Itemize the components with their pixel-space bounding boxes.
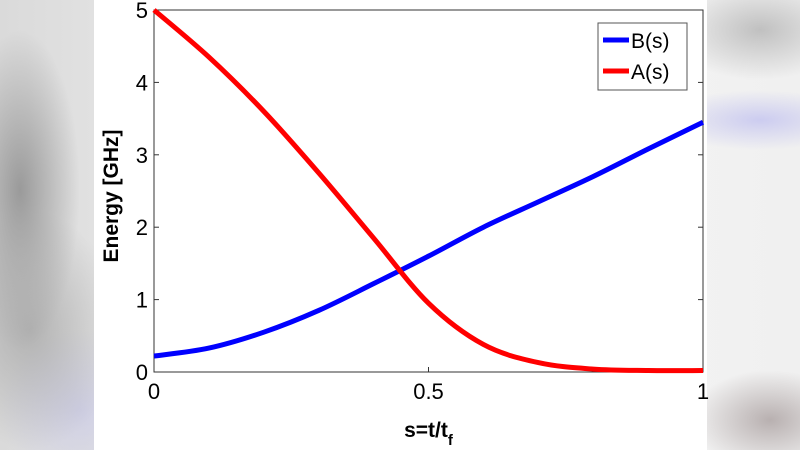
- y-tick-label: 0: [136, 360, 148, 385]
- x-tick-label: 1: [697, 379, 709, 404]
- legend-item: A(s): [603, 61, 670, 84]
- x-tick-label: 0.5: [413, 379, 444, 404]
- series-line-bs: [153, 119, 705, 359]
- data-series: [152, 8, 705, 374]
- y-tick-label: 3: [136, 143, 148, 168]
- x-axis-label-subscript: f: [448, 432, 454, 449]
- y-axis-label: Energy [GHz]: [100, 129, 123, 262]
- legend-item: B(s): [603, 30, 670, 53]
- legend-label: A(s): [631, 61, 670, 84]
- series-line-as: [152, 8, 704, 374]
- x-axis-label-main: s=t/t: [404, 419, 448, 442]
- x-tick-label: 0: [148, 379, 160, 404]
- legend-box: [597, 22, 688, 91]
- legend: B(s) A(s): [597, 22, 688, 91]
- x-axis-label: s=t/tf: [404, 419, 454, 449]
- y-tick-label: 2: [136, 215, 148, 240]
- y-tick-label: 4: [136, 70, 148, 95]
- y-axis-ticks: 0 1 2 3 4 5: [136, 0, 703, 385]
- y-tick-label: 1: [136, 288, 148, 313]
- x-axis-ticks: 0 0.5 1: [148, 367, 709, 404]
- y-tick-label: 5: [136, 0, 148, 23]
- legend-label: B(s): [631, 30, 670, 53]
